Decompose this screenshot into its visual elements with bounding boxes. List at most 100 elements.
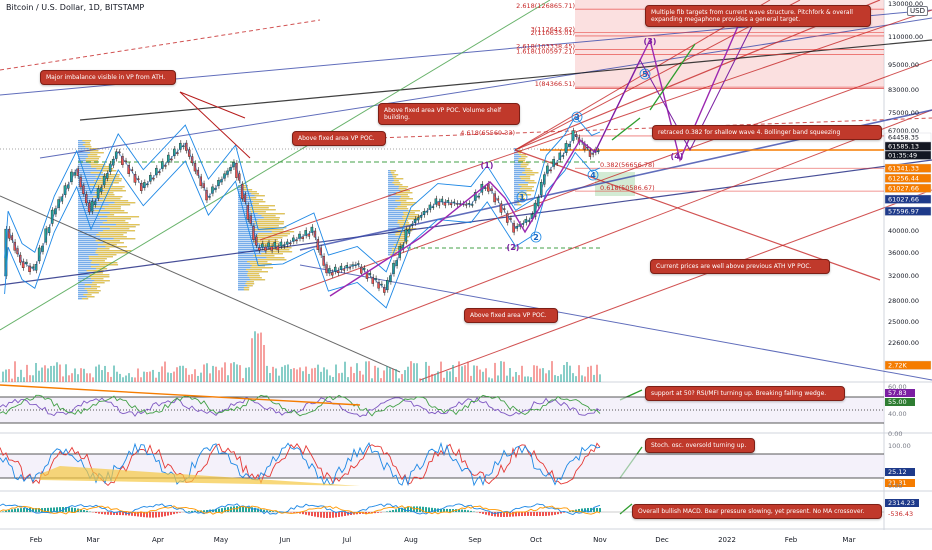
volume-bar (182, 365, 184, 382)
macd-histogram-bar (308, 512, 310, 516)
macd-histogram-bar (557, 512, 559, 515)
time-tick-label: Aug (404, 536, 418, 544)
note-fib-targets[interactable]: Multiple fib targets from current wave s… (645, 5, 871, 27)
price-badge: 61027.66 (888, 196, 919, 204)
vp-mid-row-hl (253, 229, 284, 231)
volume-bar (266, 365, 268, 382)
volume-bar (191, 374, 193, 382)
volume-bar (35, 362, 37, 382)
fib-label: 2.618(126865.71) (516, 2, 575, 10)
volume-bar (440, 361, 442, 382)
volume-bar (512, 376, 514, 382)
volume-bars-layer (2, 331, 601, 382)
vp-center-row (388, 186, 409, 188)
macd-histogram-bar (14, 508, 16, 512)
volume-bar (65, 364, 67, 382)
fib-label: 1.618(100597.21) (516, 48, 575, 56)
volume-bar (428, 365, 430, 382)
candle-body (179, 142, 182, 150)
note-above-vp-poc-bottom[interactable]: Above fixed area VP POC. (464, 308, 558, 323)
time-tick-label: 2022 (718, 536, 736, 544)
macd-histogram-bar (122, 512, 124, 516)
candle-body (295, 239, 298, 242)
macd-histogram-bar (242, 506, 244, 512)
macd-histogram-bar (530, 512, 532, 516)
macd-histogram-bar (53, 507, 55, 512)
volume-bar (548, 370, 550, 382)
note-vp-poc-shelf[interactable]: Above fixed area VP POC. Volume shelf bu… (378, 103, 520, 125)
currency-badge[interactable]: USD (907, 6, 928, 16)
volume-bar (254, 331, 256, 382)
macd-histogram-bar (416, 506, 418, 512)
vp-mid-row (238, 215, 276, 217)
vp-right-row (514, 190, 535, 192)
macd-histogram-bar (563, 512, 565, 513)
macd-histogram-bar (569, 511, 571, 512)
volume-bar (323, 367, 325, 382)
vp-mid-row (238, 253, 283, 255)
vp-left-row-hl (90, 286, 101, 288)
note-current-prices[interactable]: Current prices are well above previous A… (650, 259, 830, 274)
volume-bar (239, 365, 241, 382)
note-macd[interactable]: Overall bullish MACD. Bear pressure slow… (632, 504, 882, 519)
note-ath-imbalance[interactable]: Major imbalance visible in VP from ATH. (40, 70, 176, 85)
vp-center-row (388, 196, 410, 198)
vp-right-row-hl (520, 164, 529, 166)
vp-right-row-hl (519, 194, 532, 196)
note-stoch[interactable]: Stoch. osc. oversold turning up. (645, 438, 755, 453)
volume-bar (269, 373, 271, 382)
volume-bar (284, 365, 286, 382)
macd-histogram-bar (329, 512, 331, 518)
candle-body (512, 223, 515, 233)
vp-center-row-hl (394, 184, 403, 186)
macd-histogram-bar (356, 512, 358, 515)
volume-bar (233, 362, 235, 382)
macd-histogram-bar (335, 512, 337, 518)
volume-bar (122, 377, 124, 382)
macd-histogram-bar (497, 512, 499, 517)
volume-bar (137, 368, 139, 382)
volume-bar (134, 377, 136, 382)
volume-bar (62, 376, 64, 382)
note-above-vp-poc-left[interactable]: Above fixed area VP POC. (292, 131, 386, 146)
vp-center-row-hl (404, 228, 417, 230)
vp-left-row-hl (90, 152, 104, 154)
price-badge-box (884, 194, 932, 204)
price-tick-label: 22600.00 (888, 339, 919, 347)
vp-mid-row (238, 287, 250, 289)
vp-mid-row (238, 197, 257, 199)
vp-left-row (78, 278, 104, 280)
vp-left-row (78, 168, 114, 170)
vp-mid-row-hl (249, 263, 272, 265)
macd-histogram-bar (524, 512, 526, 516)
macd-histogram-bar (239, 506, 241, 512)
vp-left-row (78, 264, 119, 266)
volume-bar (437, 371, 439, 382)
macd-histogram-bar (581, 508, 583, 512)
macd-histogram-bar (515, 512, 517, 517)
volume-bar (83, 368, 85, 382)
macd-histogram-bar (155, 512, 157, 518)
volume-bar (14, 361, 16, 382)
volume-bar (359, 370, 361, 382)
macd-histogram-bar (506, 512, 508, 517)
macd-histogram-bar (377, 512, 379, 513)
vp-left-row-hl (102, 222, 129, 224)
vp-left-row-hl (93, 196, 123, 198)
vp-left-row (78, 220, 126, 222)
vp-right-row-hl (525, 170, 533, 172)
volume-bar (470, 375, 472, 382)
macd-value: 2314.23 (888, 499, 915, 507)
volume-bar (374, 365, 376, 382)
price-badge: 57596.97 (888, 208, 919, 216)
wave-circle (571, 111, 583, 123)
note-retrace[interactable]: retraced 0.382 for shallow wave 4. Bolli… (652, 125, 882, 140)
macd-histogram-bar (587, 508, 589, 512)
vp-center-row (388, 212, 415, 214)
stoch-badge-box (885, 468, 915, 476)
vp-mid-row (238, 191, 257, 193)
macd-histogram-bar (44, 508, 46, 512)
volume-bar (29, 375, 31, 382)
note-rsi-support[interactable]: support at 50? RSI/MFI turning up. Break… (645, 386, 845, 401)
